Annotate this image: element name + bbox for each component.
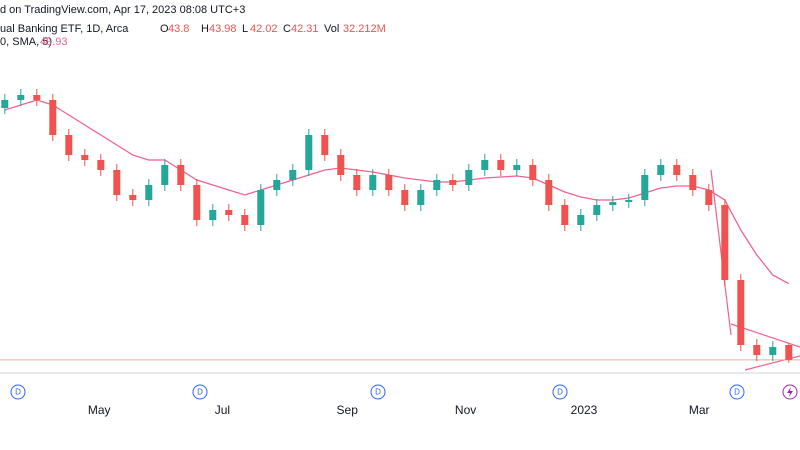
candle-body [289,170,297,180]
dividend-marker [729,384,745,400]
candle-body [257,190,265,225]
candle-body [321,135,329,155]
dividend-label: D [375,388,381,397]
trend-line [710,169,732,336]
candle-body [769,347,777,355]
candle-body [369,175,377,190]
candle-body [33,95,41,100]
symbol: ual Banking ETF, 1D, Arca [0,23,129,35]
candle-body [529,165,537,180]
candle-body [193,185,201,220]
candle-body [145,185,153,200]
volume-value: 32.212M [343,23,386,35]
x-tick-label: Mar [689,403,710,417]
candle-body [337,155,345,175]
lightning-icon [787,387,793,397]
candle-body [161,165,169,185]
candle-body [81,155,89,160]
candle-body [481,160,489,170]
candle-body [97,160,105,170]
x-tick-label: Nov [455,403,476,417]
candle-body [241,215,249,225]
candle-body [129,195,137,200]
candle-body [385,175,393,190]
ohlc-value: 43.8 [168,23,189,35]
ohlc-label: L [242,23,248,35]
candle-body [417,190,425,205]
ohlc-value: 42.31 [291,23,319,35]
candle-body [49,100,57,135]
candle-body [305,135,313,170]
ohlc-label: H [201,23,209,35]
candle-body [545,180,553,205]
ohlc-label: C [283,23,291,35]
candle-body [465,170,473,185]
dividend-marker [370,384,386,400]
source-line: d on TradingView.com, Apr 17, 2023 08:08… [0,4,245,16]
candle-body [593,205,601,215]
candle-body [785,345,793,360]
candle-body [17,95,25,100]
legend-header: d on TradingView.com, Apr 17, 2023 08:08… [0,4,386,48]
candle-body [673,165,681,175]
plot-area [0,89,800,363]
candle-body [513,165,521,170]
indicator: 0, SMA, 5) [0,36,52,48]
candle-body [209,210,217,220]
candle-body [689,175,697,190]
volume-label: Vol [324,23,339,35]
candle-body [609,202,617,205]
candle-body [641,175,649,200]
x-tick-label: 2023 [571,403,598,417]
candle-body [177,165,185,185]
candle-body [753,345,761,355]
sma-line [4,99,790,285]
candle-body [273,180,281,190]
candle-body [737,280,745,345]
candle-body [401,190,409,205]
candle-body [721,205,729,280]
dividend-label: D [557,388,563,397]
dividend-marker [192,384,208,400]
dividend-marker [10,384,26,400]
candle-body [433,180,441,190]
x-tick-label: May [88,403,111,417]
ohlc-value: 42.02 [250,23,278,35]
candle-body [449,180,457,185]
dividend-label: D [197,388,203,397]
candle-body [657,165,665,175]
candle-body [65,135,73,155]
candle-body [225,210,233,215]
x-tick-label: Jul [215,403,230,417]
ohlc-label: O [160,23,169,35]
ohlc-value: 43.98 [209,23,237,35]
x-tick-label: Sep [337,403,359,417]
dividend-label: D [734,388,740,397]
candle-body [705,190,713,205]
candle-body [577,215,585,225]
candle-body [625,200,633,202]
candle-body [113,170,121,195]
candle-body [497,160,505,170]
candle-body [561,205,569,225]
dividend-label: D [15,388,21,397]
candle-body [1,100,9,108]
candle-body [353,175,361,190]
dividend-marker [552,384,568,400]
indicator-value: 49.93 [40,36,68,48]
